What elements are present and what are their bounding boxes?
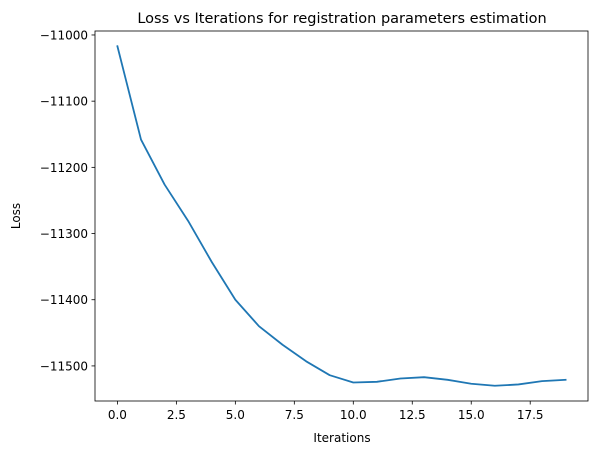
x-tick-label: 5.0 <box>226 408 245 422</box>
x-tick-label: 7.5 <box>285 408 304 422</box>
y-tick-label: −11400 <box>40 293 88 307</box>
y-tick-label: −11300 <box>40 227 88 241</box>
y-tick-label: −11500 <box>40 359 88 373</box>
y-axis-label: Loss <box>9 203 23 229</box>
x-axis-ticks: 0.0 2.5 5.0 7.5 10.0 12.5 15.0 17.5 <box>108 401 544 422</box>
series-line-0 <box>116 45 567 387</box>
x-axis-label: Iterations <box>313 431 370 445</box>
y-axis-ticks: −11000 −11100 −11200 −11300 −11400 −11500 <box>40 28 95 373</box>
x-tick-label: 10.0 <box>340 408 367 422</box>
x-tick-label: 2.5 <box>167 408 186 422</box>
y-tick-label: −11000 <box>40 28 88 42</box>
x-tick-label: 0.0 <box>108 408 127 422</box>
chart-title: Loss vs Iterations for registration para… <box>137 11 546 27</box>
x-tick-label: 17.5 <box>517 408 544 422</box>
x-tick-label: 15.0 <box>458 408 485 422</box>
plot-area-frame <box>94 30 589 402</box>
series-group <box>116 45 567 387</box>
x-tick-label: 12.5 <box>399 408 426 422</box>
y-tick-label: −11200 <box>40 161 88 175</box>
y-tick-label: −11100 <box>40 95 88 109</box>
